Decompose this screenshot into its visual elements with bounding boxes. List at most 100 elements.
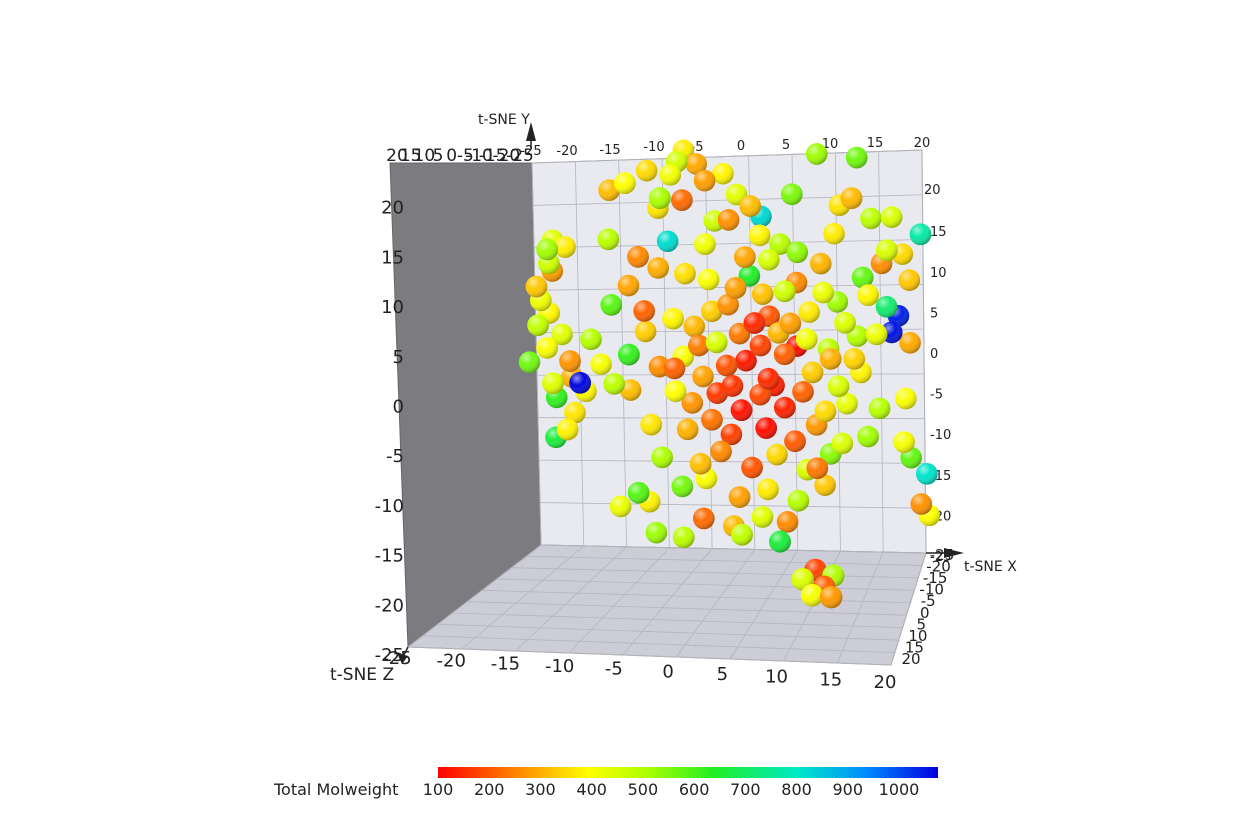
data-point [806, 457, 829, 480]
data-point-shading [730, 523, 753, 546]
data-point [663, 357, 686, 380]
colorbar-tick-label: 500 [628, 780, 659, 799]
x-tick-label-front: -10 [545, 656, 574, 677]
data-point-shading [651, 446, 673, 469]
y-tick-label-right: -10 [930, 428, 951, 443]
data-point [647, 257, 669, 279]
y-tick-label-left: 20 [381, 198, 404, 219]
x-tick-label-top: 5 [782, 138, 790, 153]
x-tick-label-top: -15 [599, 143, 620, 158]
data-point-shading [786, 241, 809, 264]
x-tick-label-front: 15 [819, 669, 842, 690]
data-point [701, 300, 723, 323]
data-point [836, 392, 858, 415]
data-point-shading [712, 162, 734, 185]
data-point-shading [784, 430, 806, 453]
x-tick-label-front: 0 [662, 661, 673, 682]
colorbar-tick-label: 600 [679, 780, 710, 799]
data-point [773, 396, 796, 419]
data-point-shading [671, 189, 693, 211]
y-tick-label-right: 10 [930, 266, 947, 281]
data-point [734, 246, 756, 268]
data-point [551, 323, 573, 346]
data-point [715, 354, 738, 377]
data-point [757, 478, 779, 501]
data-point-shading [757, 367, 780, 390]
data-point-shading [743, 312, 766, 334]
data-point-shading [812, 281, 835, 304]
y-tick-label-left: 5 [393, 347, 404, 368]
data-point [536, 238, 559, 261]
data-point-shading [634, 320, 657, 343]
data-point-shading [697, 268, 720, 291]
colorbar-tick-label: 300 [525, 780, 556, 799]
data-point [609, 495, 632, 518]
data-point-shading [819, 585, 843, 609]
colorbar [438, 767, 938, 778]
data-point-shading [536, 238, 559, 261]
data-point [536, 337, 559, 359]
data-point-shading [773, 280, 796, 303]
data-point [692, 507, 715, 530]
data-point-shading [749, 383, 771, 406]
data-point [875, 239, 898, 262]
data-point [674, 262, 696, 285]
data-point-shading [701, 408, 723, 431]
data-point-shading [805, 143, 828, 165]
data-point-shading [715, 354, 738, 377]
data-point-shading [688, 334, 710, 357]
data-point-shading [689, 452, 712, 475]
data-point [786, 241, 809, 264]
data-point [688, 334, 710, 357]
data-point-shading [836, 392, 858, 415]
data-point [751, 506, 774, 528]
data-point [651, 446, 673, 469]
data-point [525, 275, 548, 298]
data-point-shading [664, 380, 687, 403]
data-point-shading [683, 315, 706, 338]
data-point-shading [899, 331, 921, 354]
data-point [812, 281, 835, 304]
data-point [689, 452, 712, 475]
data-point-shading [693, 169, 716, 192]
data-point [741, 456, 763, 479]
data-point-shading [831, 432, 854, 455]
data-point [843, 348, 866, 370]
data-point [617, 343, 640, 366]
data-point [717, 293, 739, 316]
data-point [805, 143, 828, 165]
data-point-shading [741, 456, 763, 479]
data-point [769, 530, 791, 553]
data-point-shading [694, 233, 716, 256]
data-point-shading [795, 328, 818, 351]
z-tick-label-top: -20 [492, 146, 520, 166]
data-point [735, 349, 757, 372]
data-point-shading [728, 486, 751, 508]
colorbar-tick-label: 1000 [879, 780, 920, 799]
data-point [743, 312, 766, 334]
data-point-shading [705, 331, 728, 354]
y-tick-label-left: -15 [375, 546, 404, 567]
data-point [779, 312, 802, 335]
colorbar-tick-label: 400 [576, 780, 607, 799]
data-point-shading [814, 474, 836, 496]
data-point-shading [773, 343, 796, 366]
z-tick-label-right: -5 [921, 592, 936, 610]
data-point [814, 474, 836, 496]
y-tick-label-left: 15 [381, 247, 404, 268]
y-tick-label-right: -5 [930, 388, 943, 403]
x-tick-label-front: -20 [437, 651, 466, 672]
data-point [705, 331, 728, 354]
data-point [676, 418, 699, 441]
data-point [613, 172, 636, 195]
data-point-shading [787, 489, 810, 512]
data-point [893, 431, 915, 453]
x-tick-label-front: 10 [765, 667, 788, 688]
data-point [633, 300, 655, 322]
data-point-shading [749, 334, 772, 357]
data-point-shading [910, 493, 933, 515]
y-tick-label-right: 0 [930, 347, 938, 362]
data-point [694, 233, 716, 256]
data-point-shading [819, 347, 842, 370]
